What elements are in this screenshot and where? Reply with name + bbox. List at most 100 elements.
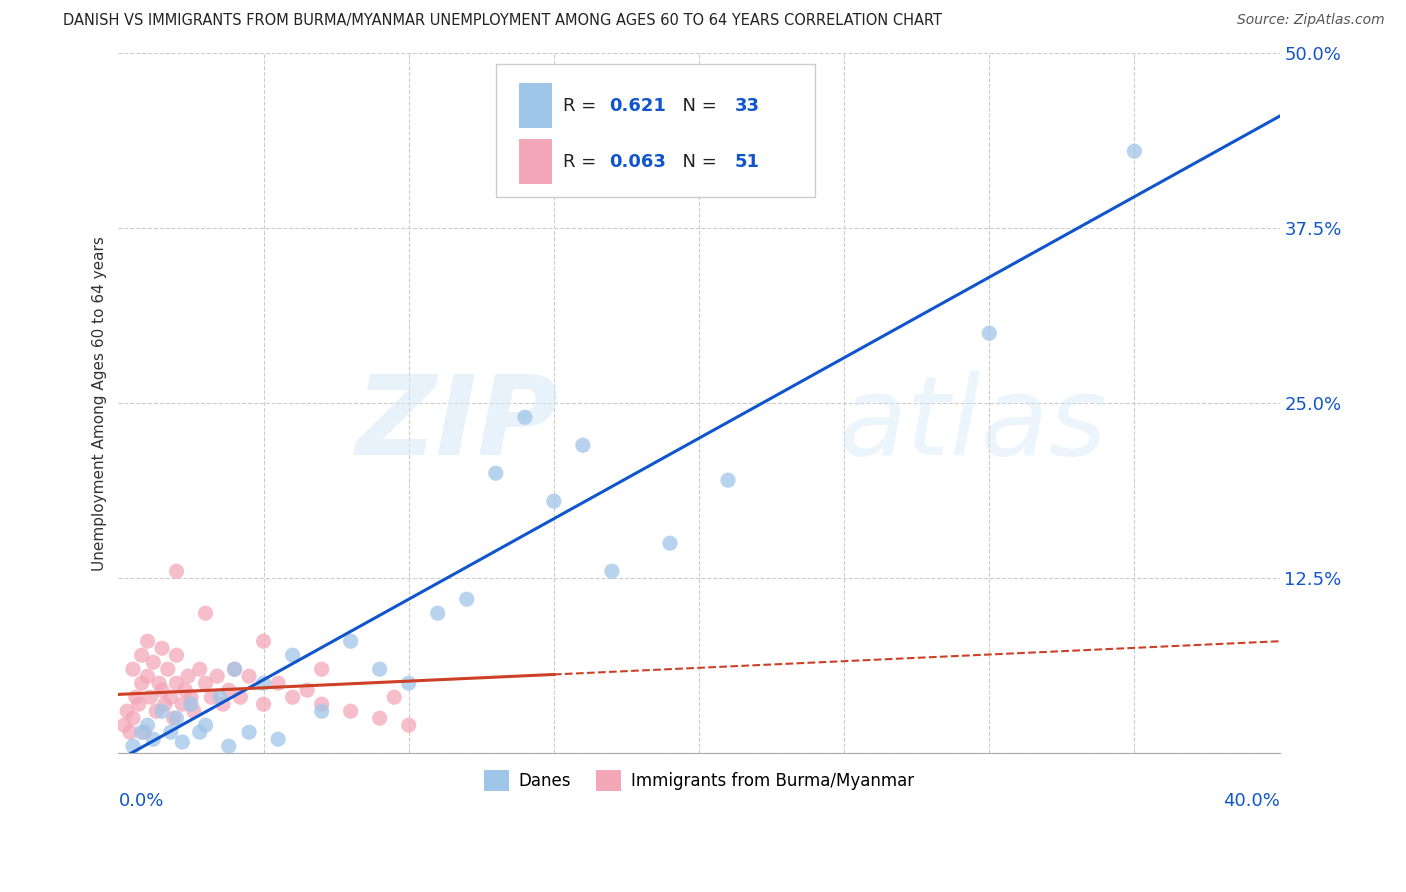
Point (717, 473, 740, 487)
Point (1123, 145, 1146, 159)
Point (118, 725, 141, 739)
Text: atlas: atlas (838, 371, 1107, 478)
Point (224, 662, 246, 676)
Point (174, 683, 197, 698)
Point (267, 732, 290, 747)
Point (398, 676, 420, 690)
Point (229, 690, 252, 705)
Point (136, 634, 159, 648)
Text: 0.0%: 0.0% (118, 792, 165, 810)
Point (600, 564, 623, 578)
Point (398, 718, 420, 732)
Point (572, 438, 595, 452)
Text: ZIP: ZIP (356, 371, 560, 478)
Point (172, 735, 194, 749)
Point (139, 690, 162, 705)
Text: 0.621: 0.621 (610, 96, 666, 115)
Text: R =: R = (564, 153, 602, 170)
Point (311, 697, 333, 711)
Point (128, 697, 150, 711)
Point (131, 725, 153, 739)
Point (267, 676, 290, 690)
Bar (519, 83, 551, 128)
Point (159, 725, 181, 739)
Point (200, 690, 222, 705)
Point (122, 739, 145, 754)
Point (166, 564, 188, 578)
Point (148, 676, 170, 690)
Point (281, 690, 304, 705)
Point (166, 711, 188, 725)
Point (159, 690, 181, 705)
Point (112, 718, 135, 732)
Point (180, 690, 202, 705)
Point (456, 592, 478, 607)
Point (238, 725, 260, 739)
Y-axis label: Unemployment Among Ages 60 to 64 years: Unemployment Among Ages 60 to 64 years (93, 235, 107, 571)
Point (218, 683, 240, 698)
Point (166, 648, 188, 663)
Point (339, 634, 361, 648)
Point (136, 669, 159, 683)
Point (513, 410, 536, 425)
Point (162, 711, 184, 725)
Point (382, 690, 405, 705)
Point (194, 718, 217, 732)
Point (194, 676, 217, 690)
Point (659, 536, 682, 550)
Point (194, 606, 217, 620)
Point (145, 704, 167, 718)
Point (115, 704, 138, 718)
Point (979, 326, 1001, 341)
Point (218, 739, 240, 754)
Point (180, 697, 202, 711)
Point (125, 690, 148, 705)
Point (177, 669, 200, 683)
Point (122, 711, 145, 725)
Text: N =: N = (671, 153, 723, 170)
Point (131, 676, 153, 690)
Point (166, 676, 188, 690)
Point (339, 704, 361, 718)
Point (142, 732, 165, 747)
Point (368, 711, 391, 725)
Point (188, 662, 211, 676)
Point (311, 662, 333, 676)
Point (543, 494, 565, 508)
Point (295, 683, 318, 698)
Point (208, 690, 231, 705)
Point (122, 662, 145, 676)
Point (136, 718, 159, 732)
Point (172, 697, 194, 711)
Point (281, 648, 304, 663)
Text: 40.0%: 40.0% (1223, 792, 1279, 810)
Point (134, 725, 156, 739)
Text: N =: N = (671, 96, 723, 115)
Point (224, 662, 246, 676)
Point (150, 704, 173, 718)
Text: R =: R = (564, 96, 602, 115)
Text: 51: 51 (735, 153, 761, 170)
Point (252, 697, 274, 711)
Point (252, 676, 274, 690)
Point (150, 683, 173, 698)
Point (252, 634, 274, 648)
Text: Source: ZipAtlas.com: Source: ZipAtlas.com (1237, 13, 1385, 28)
Point (142, 655, 165, 669)
Point (188, 725, 211, 739)
FancyBboxPatch shape (496, 63, 815, 197)
Text: DANISH VS IMMIGRANTS FROM BURMA/MYANMAR UNEMPLOYMENT AMONG AGES 60 TO 64 YEARS C: DANISH VS IMMIGRANTS FROM BURMA/MYANMAR … (63, 13, 942, 29)
Point (426, 606, 449, 620)
Point (150, 641, 173, 656)
Point (311, 704, 333, 718)
Point (485, 467, 508, 481)
Point (156, 662, 179, 676)
Text: 0.063: 0.063 (610, 153, 666, 170)
Text: 33: 33 (735, 96, 761, 115)
Bar (519, 139, 551, 185)
Point (212, 697, 235, 711)
Point (368, 662, 391, 676)
Point (238, 669, 260, 683)
Point (131, 648, 153, 663)
Point (205, 669, 228, 683)
